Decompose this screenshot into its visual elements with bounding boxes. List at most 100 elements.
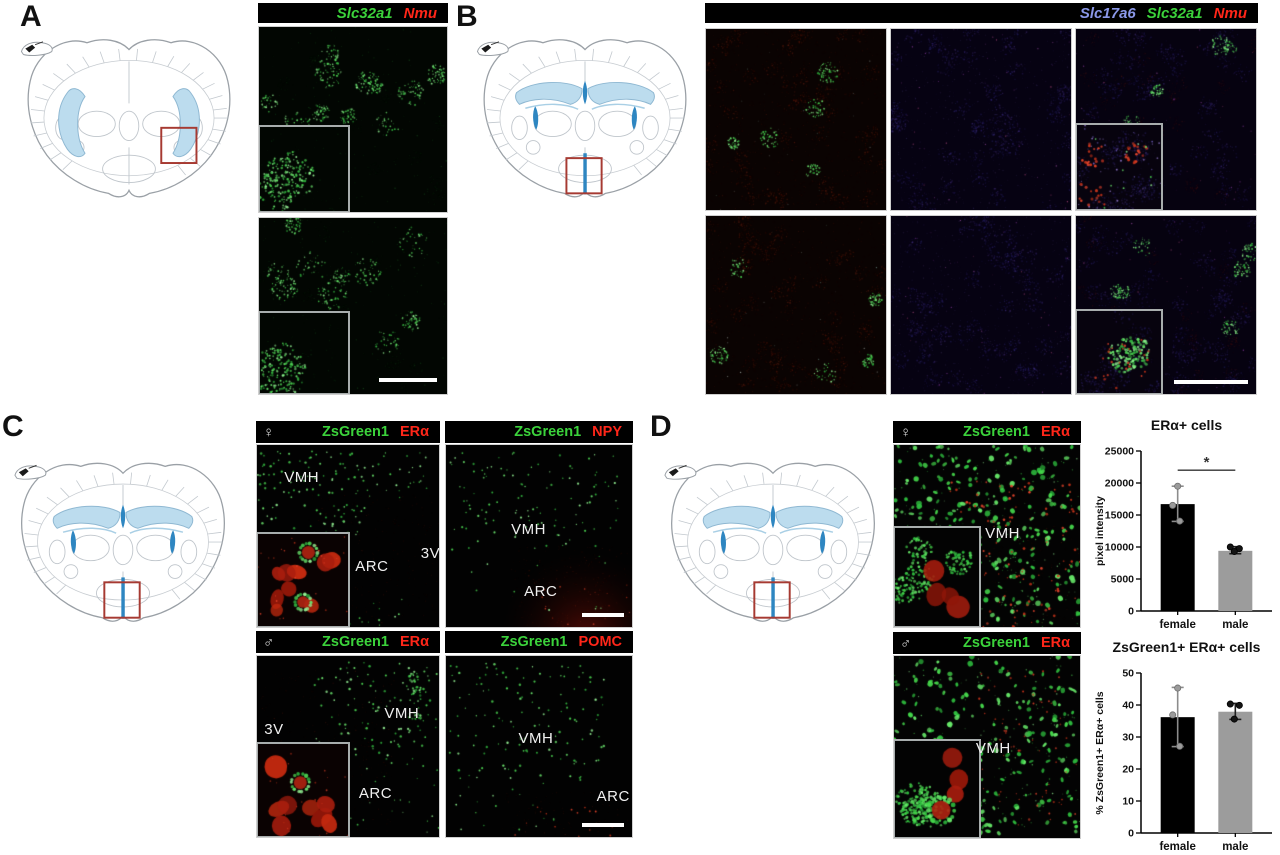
inset-c3 [257, 742, 350, 837]
svg-text:0: 0 [1128, 606, 1134, 618]
scale-bar [1174, 380, 1248, 384]
label-zsgreen1: ZsGreen1 [322, 424, 389, 440]
channel-legend-c1: ♀ ZsGreen1 ERα [256, 421, 440, 443]
region-label-vmh: VMH [284, 468, 320, 486]
micro-image-d2: VMH [893, 655, 1081, 839]
region-label-vmh: VMH [985, 525, 1020, 543]
chart-zsgreen-era-cells: ZsGreen1+ ERα+ cells 0 10 20 30 40 50 female ma… [1093, 639, 1280, 855]
gene-label-slc17a6: Slc17a6 [1079, 4, 1136, 22]
channel-legend-c3: ♂ ZsGreen1 ERα [256, 631, 440, 653]
svg-text:pixel intensity: pixel intensity [1094, 496, 1106, 566]
channel-legend-c2: ZsGreen1 NPY [445, 421, 633, 443]
label-era: ERα [1040, 635, 1070, 651]
micro-image-b-r1c1 [705, 28, 887, 211]
svg-text:25000: 25000 [1105, 446, 1134, 458]
inset-d1 [894, 526, 981, 627]
region-label-arc: ARC [358, 784, 393, 802]
micro-image-c4: VMH ARC [445, 655, 633, 838]
gene-label-nmu: Nmu [403, 4, 437, 22]
channel-legend-d2: ♂ ZsGreen1 ERα [893, 632, 1081, 654]
bar-chart-zsgreen-era-cells: 0 10 20 30 40 50 female male % ZsGreen1+ ERα+ ce… [1094, 668, 1272, 853]
micro-image-d1: VMH [893, 444, 1081, 628]
brain-atlas-diagram-d [660, 452, 886, 636]
male-symbol: ♂ [263, 633, 275, 651]
channel-legend-a: Slc32a1 Nmu [258, 3, 448, 23]
male-symbol: ♂ [900, 634, 912, 652]
label-zsgreen1: ZsGreen1 [963, 635, 1030, 651]
svg-text:male: male [1222, 841, 1248, 853]
micro-image-b-r1c2 [890, 28, 1072, 211]
micro-image-a2 [258, 217, 448, 395]
brain-atlas-diagram-b [468, 32, 702, 208]
micro-image-c1: VMH ARC 3V [256, 444, 440, 628]
svg-text:female: female [1159, 841, 1195, 853]
region-label-vmh: VMH [518, 730, 554, 748]
gene-label-nmu: Nmu [1213, 4, 1247, 22]
panel-label-d: D [650, 410, 672, 443]
female-symbol: ♀ [900, 423, 912, 441]
inset-a1 [259, 125, 350, 212]
region-label-vmh: VMH [511, 521, 546, 539]
inset-a2 [259, 311, 350, 394]
region-label-vmh: VMH [975, 739, 1011, 757]
female-symbol: ♀ [263, 423, 275, 441]
label-npy: NPY [592, 424, 622, 440]
panel-label-c: C [2, 410, 24, 443]
brain-atlas-diagram-a [12, 32, 246, 208]
label-zsgreen1: ZsGreen1 [322, 634, 389, 650]
target-region-box [103, 581, 141, 619]
svg-text:15000: 15000 [1105, 510, 1134, 522]
svg-text:40: 40 [1122, 700, 1134, 712]
gene-label-slc32a1: Slc32a1 [336, 4, 393, 22]
svg-text:*: * [1204, 454, 1210, 471]
target-region-box [753, 581, 791, 619]
micro-image-c3: 3V VMH ARC [256, 655, 440, 838]
micro-image-b-r2c3 [1075, 215, 1257, 395]
scale-bar [379, 378, 437, 382]
scale-bar [582, 613, 624, 617]
scale-bar [582, 823, 624, 827]
svg-text:0: 0 [1128, 828, 1134, 840]
svg-text:10000: 10000 [1105, 542, 1134, 554]
label-era: ERα [399, 424, 429, 440]
svg-text:% ZsGreen1+ ERα+ cells: % ZsGreen1+ ERα+ cells [1094, 691, 1106, 814]
svg-text:20000: 20000 [1105, 478, 1134, 490]
inset-d2 [894, 739, 981, 838]
svg-text:30: 30 [1122, 732, 1134, 744]
target-region-box [160, 126, 198, 164]
svg-text:10: 10 [1122, 796, 1134, 808]
inset-c1 [257, 532, 350, 627]
region-label-arc: ARC [524, 583, 558, 601]
region-label-arc: ARC [596, 788, 630, 806]
label-zsgreen1: ZsGreen1 [514, 424, 582, 440]
svg-text:20: 20 [1122, 764, 1134, 776]
label-pomc: POMC [578, 634, 623, 650]
label-era: ERα [1040, 424, 1070, 440]
micro-image-b-r2c1 [705, 215, 887, 395]
target-region-box [565, 157, 603, 195]
svg-text:50: 50 [1122, 668, 1134, 680]
micro-image-b-r2c2 [890, 215, 1072, 395]
region-label-arc: ARC [355, 557, 389, 575]
inset-b-r1 [1076, 123, 1163, 210]
channel-legend-b: Slc17a6 Slc32a1 Nmu [705, 3, 1258, 23]
panel-label-a: A [20, 0, 42, 33]
channel-legend-d1: ♀ ZsGreen1 ERα [893, 421, 1081, 443]
label-era: ERα [399, 634, 429, 650]
chart-title-zsgreen-era-cells: ZsGreen1+ ERα+ cells [1112, 639, 1261, 655]
micro-image-a1 [258, 26, 448, 213]
channel-legend-c4: ZsGreen1 POMC [445, 631, 633, 653]
chart-era-cells: ERα+ cells 0 5000 10000 15000 20000 25000 fema… [1093, 417, 1280, 644]
label-zsgreen1: ZsGreen1 [963, 424, 1030, 440]
bar-chart-era-cells: 0 5000 10000 15000 20000 25000 female male * pixe… [1094, 446, 1272, 631]
svg-text:5000: 5000 [1111, 574, 1135, 586]
region-label-vmh: VMH [384, 704, 420, 722]
region-label-3v: 3V [264, 721, 284, 739]
label-zsgreen1: ZsGreen1 [500, 634, 568, 650]
gene-label-slc32a1: Slc32a1 [1146, 4, 1203, 22]
brain-atlas-diagram-c [10, 452, 236, 636]
micro-image-b-r1c3 [1075, 28, 1257, 211]
svg-text:female: female [1159, 619, 1195, 631]
chart-title-era-cells: ERα+ cells [1150, 417, 1223, 433]
